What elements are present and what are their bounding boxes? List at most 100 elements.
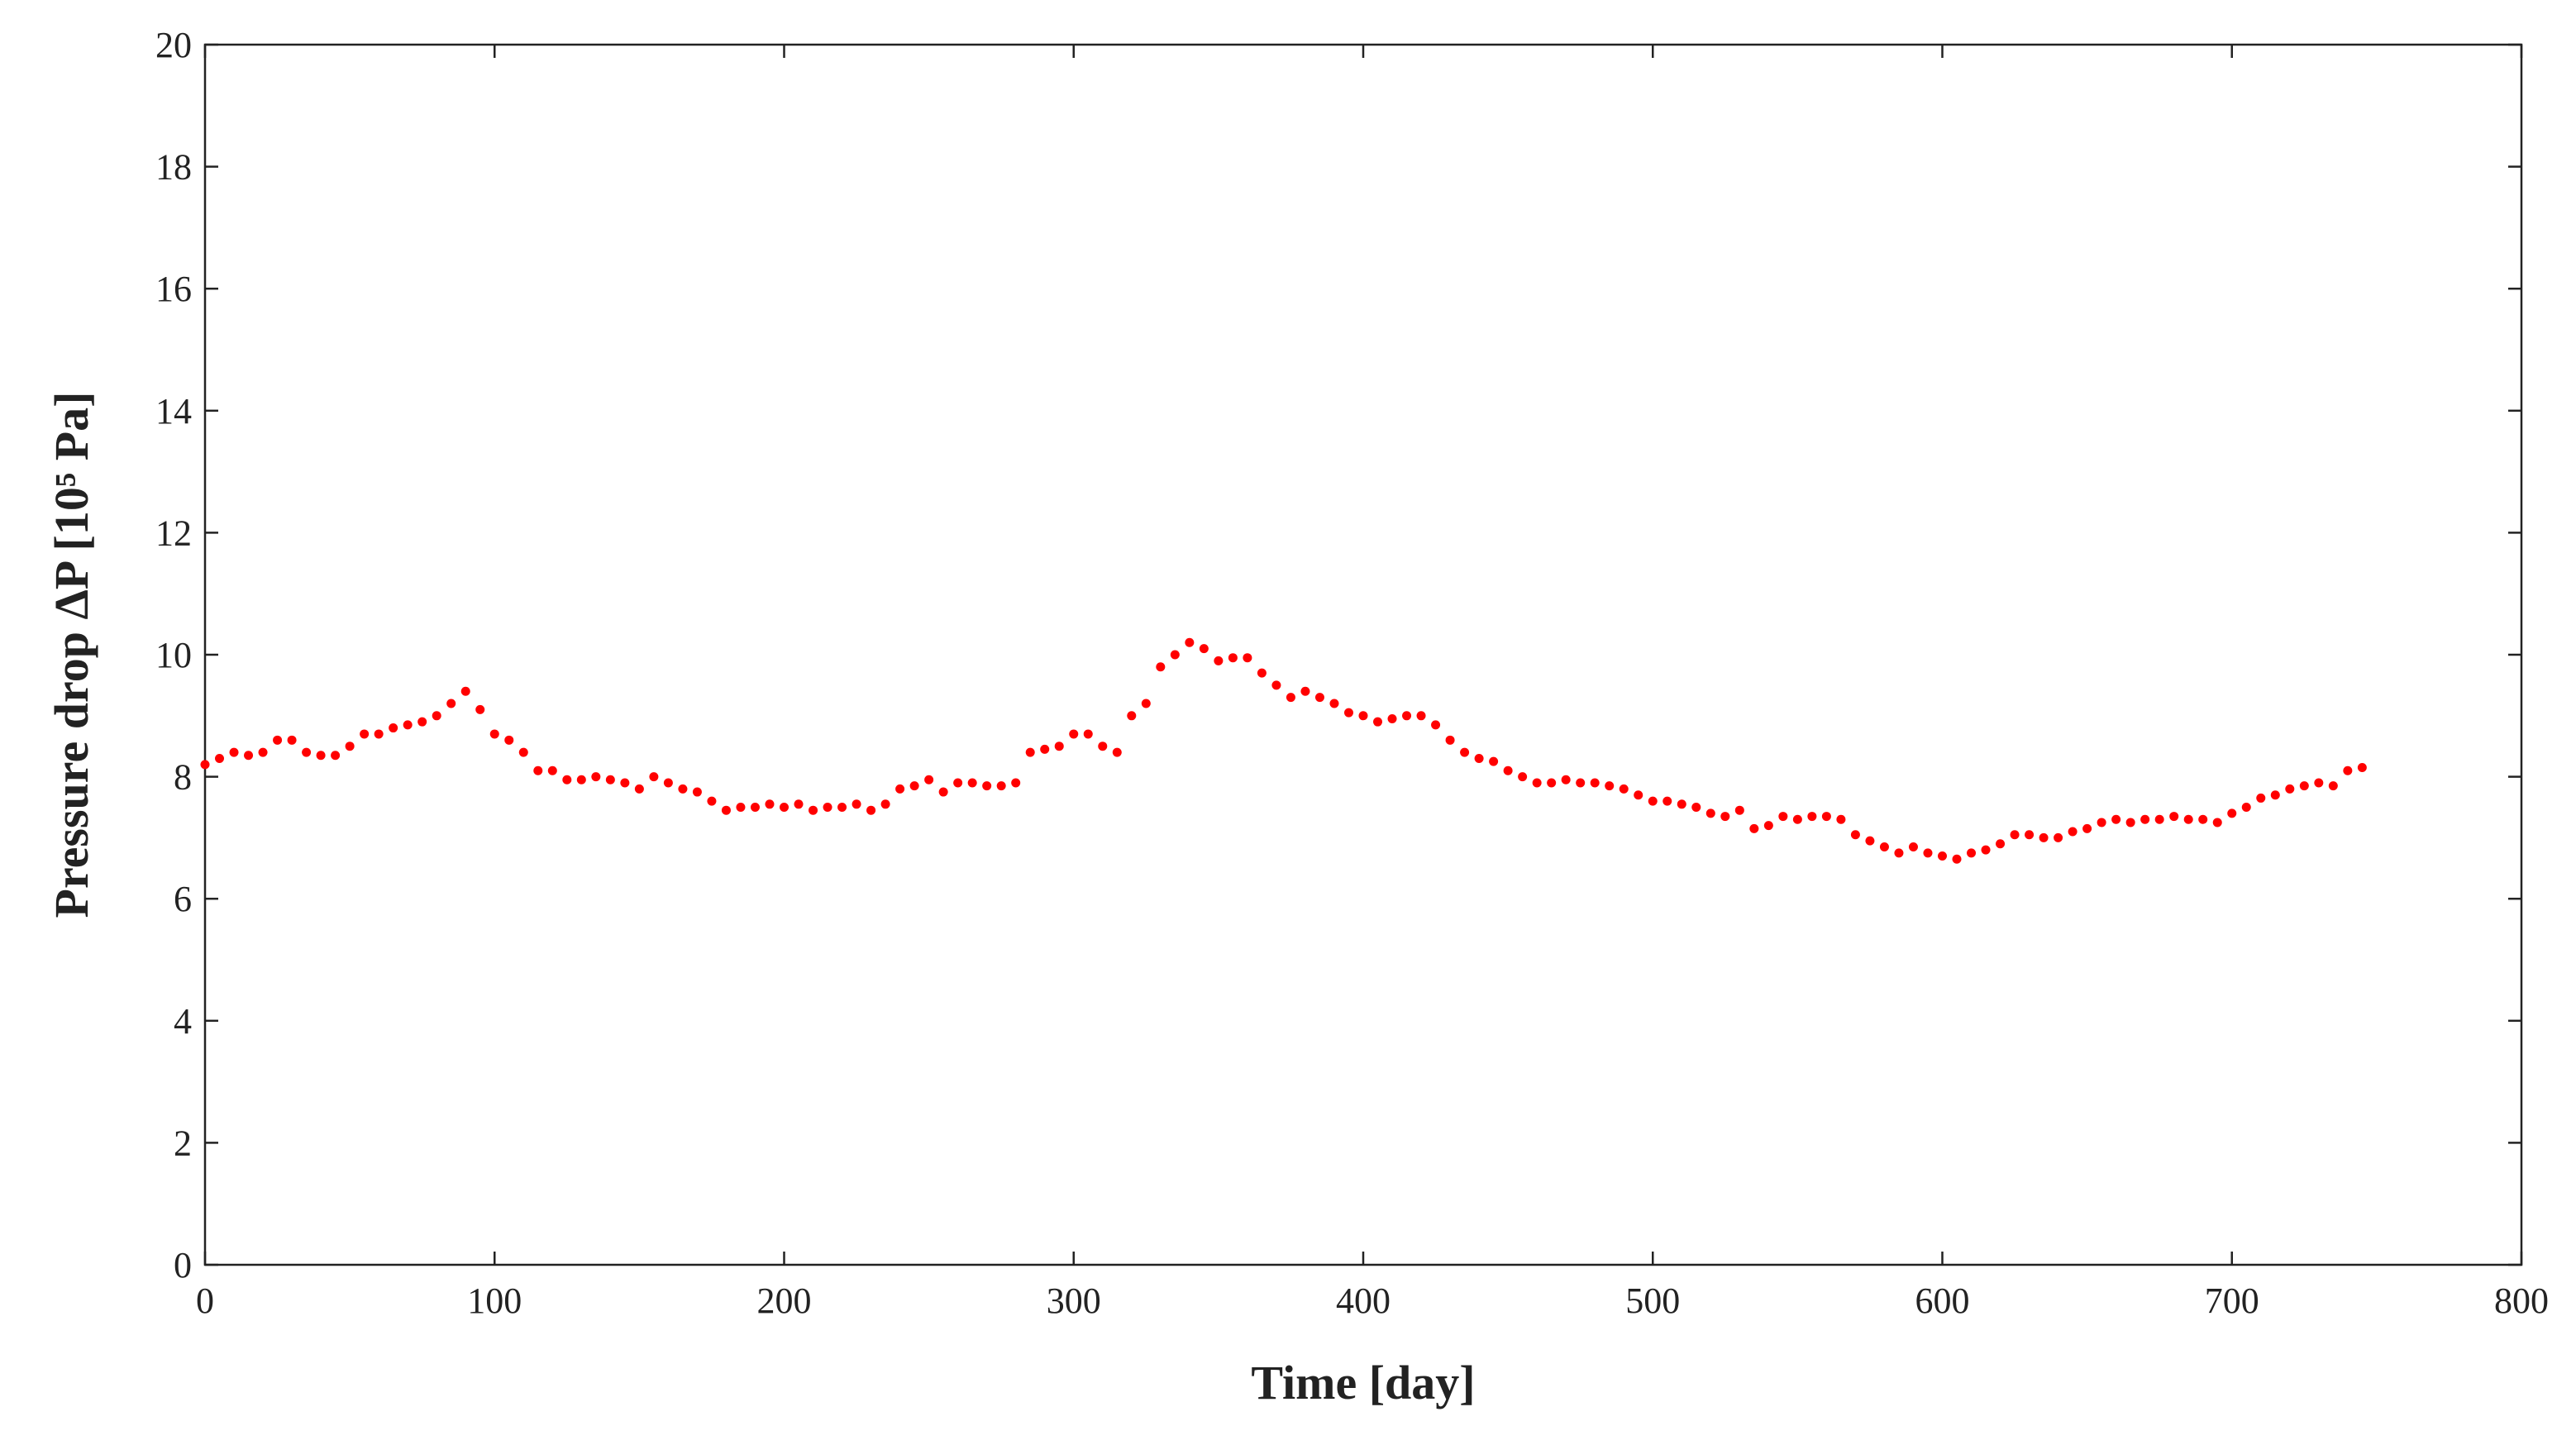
data-point — [953, 778, 963, 788]
data-point — [605, 775, 615, 784]
data-point — [2097, 818, 2106, 827]
data-point — [1720, 812, 1730, 822]
y-tick-label: 10 — [155, 635, 192, 675]
data-point — [360, 729, 370, 739]
data-point — [996, 781, 1006, 791]
data-point — [924, 775, 934, 784]
data-point — [432, 711, 441, 721]
data-point — [287, 735, 297, 745]
data-point — [649, 772, 659, 782]
data-point — [446, 699, 456, 708]
data-point — [1460, 747, 1470, 757]
data-point — [1343, 708, 1353, 718]
data-point — [938, 787, 948, 797]
data-point — [403, 720, 413, 730]
data-point — [2054, 832, 2063, 842]
data-point — [1373, 717, 1383, 727]
data-point — [1199, 644, 1209, 654]
data-point — [1821, 812, 1831, 822]
data-point — [273, 735, 283, 745]
data-point — [1763, 821, 1773, 831]
data-point — [707, 796, 717, 806]
data-point — [1518, 772, 1528, 782]
x-tick-label: 800 — [2494, 1280, 2549, 1321]
data-point — [2212, 818, 2222, 827]
data-point — [692, 787, 702, 797]
data-point — [1648, 796, 1658, 806]
data-point — [1286, 693, 1295, 703]
data-point — [750, 803, 760, 812]
data-point — [2154, 814, 2164, 824]
data-point — [504, 735, 514, 745]
data-point — [1083, 729, 1093, 739]
y-tick-label: 16 — [155, 269, 192, 309]
data-point — [518, 747, 528, 757]
data-point — [1619, 784, 1629, 794]
data-point — [1489, 756, 1499, 766]
data-point — [721, 805, 731, 815]
data-point — [475, 704, 485, 714]
data-point — [663, 778, 673, 788]
data-point — [1025, 747, 1035, 757]
y-axis-label: Pressure drop ΔP [10⁵ Pa] — [45, 392, 98, 918]
data-point — [2111, 814, 2121, 824]
data-point — [678, 784, 688, 794]
data-point — [866, 805, 876, 815]
data-point — [1749, 823, 1759, 833]
data-point — [1850, 830, 1860, 840]
data-point — [2039, 832, 2049, 842]
data-point — [2357, 763, 2367, 773]
x-axis-label: Time [day] — [1251, 1356, 1475, 1409]
data-point — [1185, 637, 1195, 647]
data-point — [620, 778, 630, 788]
data-point — [1112, 747, 1122, 757]
y-tick-label: 8 — [174, 757, 192, 798]
y-tick-label: 0 — [174, 1245, 192, 1285]
data-point — [562, 775, 572, 784]
data-point — [316, 751, 326, 761]
data-point — [1923, 848, 1933, 858]
x-tick-label: 200 — [757, 1280, 812, 1321]
data-point — [794, 799, 804, 809]
data-point — [1807, 812, 1817, 822]
y-tick-label: 20 — [155, 25, 192, 65]
data-point — [1734, 805, 1744, 815]
data-point — [1416, 711, 1426, 721]
data-point — [1547, 778, 1557, 788]
data-point — [823, 803, 832, 812]
data-point — [2328, 781, 2338, 791]
data-point — [967, 778, 977, 788]
data-point — [809, 805, 818, 815]
x-tick-label: 300 — [1047, 1280, 1101, 1321]
data-point — [1967, 848, 1977, 858]
data-point — [2241, 803, 2251, 812]
data-point — [417, 717, 427, 727]
data-point — [1054, 742, 1064, 751]
data-point — [1938, 851, 1947, 861]
data-point — [1257, 668, 1267, 678]
x-tick-label: 0 — [196, 1280, 214, 1321]
data-point — [1402, 711, 1412, 721]
data-point — [489, 729, 499, 739]
y-tick-label: 18 — [155, 147, 192, 188]
data-point — [1792, 814, 1802, 824]
data-point — [1474, 753, 1484, 763]
data-point — [1228, 653, 1238, 663]
data-point — [736, 803, 746, 812]
data-point — [780, 803, 789, 812]
data-point — [634, 784, 644, 794]
data-point — [1156, 662, 1166, 672]
data-point — [1445, 735, 1455, 745]
data-point — [1561, 775, 1571, 784]
data-point — [1271, 680, 1281, 690]
y-tick-label: 2 — [174, 1123, 192, 1163]
data-point — [460, 686, 470, 696]
data-point — [1141, 699, 1151, 708]
data-point — [1605, 781, 1615, 791]
data-point — [1127, 711, 1137, 721]
data-point — [1705, 808, 1715, 818]
data-point — [2140, 814, 2150, 824]
data-point — [1503, 765, 1513, 775]
data-point — [2183, 814, 2193, 824]
